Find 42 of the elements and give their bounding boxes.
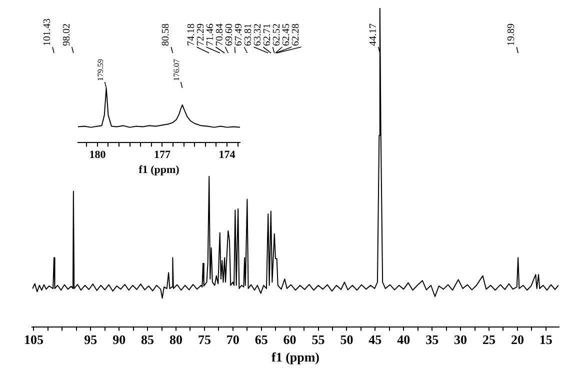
annotation: 62.45 xyxy=(281,24,292,46)
x-tick-label: 75 xyxy=(198,332,212,347)
x-tick-label: 15 xyxy=(539,332,553,347)
annotation: 62.52 xyxy=(272,24,283,46)
x-tick-label: 177 xyxy=(154,149,171,162)
annotation: 62.71 xyxy=(262,24,274,46)
annotation: 70.84 xyxy=(214,24,226,46)
annotation: 179.59 xyxy=(96,59,105,81)
x-tick-label: 65 xyxy=(254,332,268,347)
x-tick-label: 80 xyxy=(169,332,182,347)
x-axis-title: f1 (ppm) xyxy=(138,164,180,176)
annotation: 44.17 xyxy=(368,24,379,46)
x-tick-label: 70 xyxy=(226,332,240,347)
x-tick-label: 60 xyxy=(283,332,296,347)
x-tick-label: 25 xyxy=(482,332,496,347)
annotation: 98.02 xyxy=(61,24,72,46)
annotation: 69.60 xyxy=(224,24,236,46)
annotation: 63.32 xyxy=(252,24,264,46)
annotation: 62.28 xyxy=(290,24,302,46)
x-tick-label: 20 xyxy=(510,332,524,347)
annotation: 71.46 xyxy=(205,24,216,46)
annotation: 72.29 xyxy=(196,24,207,46)
x-tick-label: 95 xyxy=(84,332,98,347)
annotation: 176.07 xyxy=(172,59,181,81)
annotation: 101.43 xyxy=(42,18,54,46)
x-tick-label: 180 xyxy=(89,149,106,162)
annotation: 80.58 xyxy=(160,24,172,46)
x-tick-label: 85 xyxy=(141,332,155,347)
x-tick-label: 90 xyxy=(112,332,126,347)
x-axis-title: f1 (ppm) xyxy=(271,350,320,365)
x-tick-label: 45 xyxy=(368,332,382,347)
x-tick-label: 50 xyxy=(340,332,354,347)
annotation: 63.81 xyxy=(243,24,254,46)
x-tick-label: 35 xyxy=(426,332,440,347)
annotation: 19.89 xyxy=(506,24,518,46)
x-tick-label: 30 xyxy=(454,332,468,347)
x-tick-label: 40 xyxy=(397,332,410,347)
annotation: 67.49 xyxy=(234,24,245,46)
x-tick-label: 105 xyxy=(24,332,44,347)
x-tick-label: 174 xyxy=(218,149,236,162)
annotation: 74.18 xyxy=(186,24,198,46)
x-tick-label: 55 xyxy=(312,332,326,347)
